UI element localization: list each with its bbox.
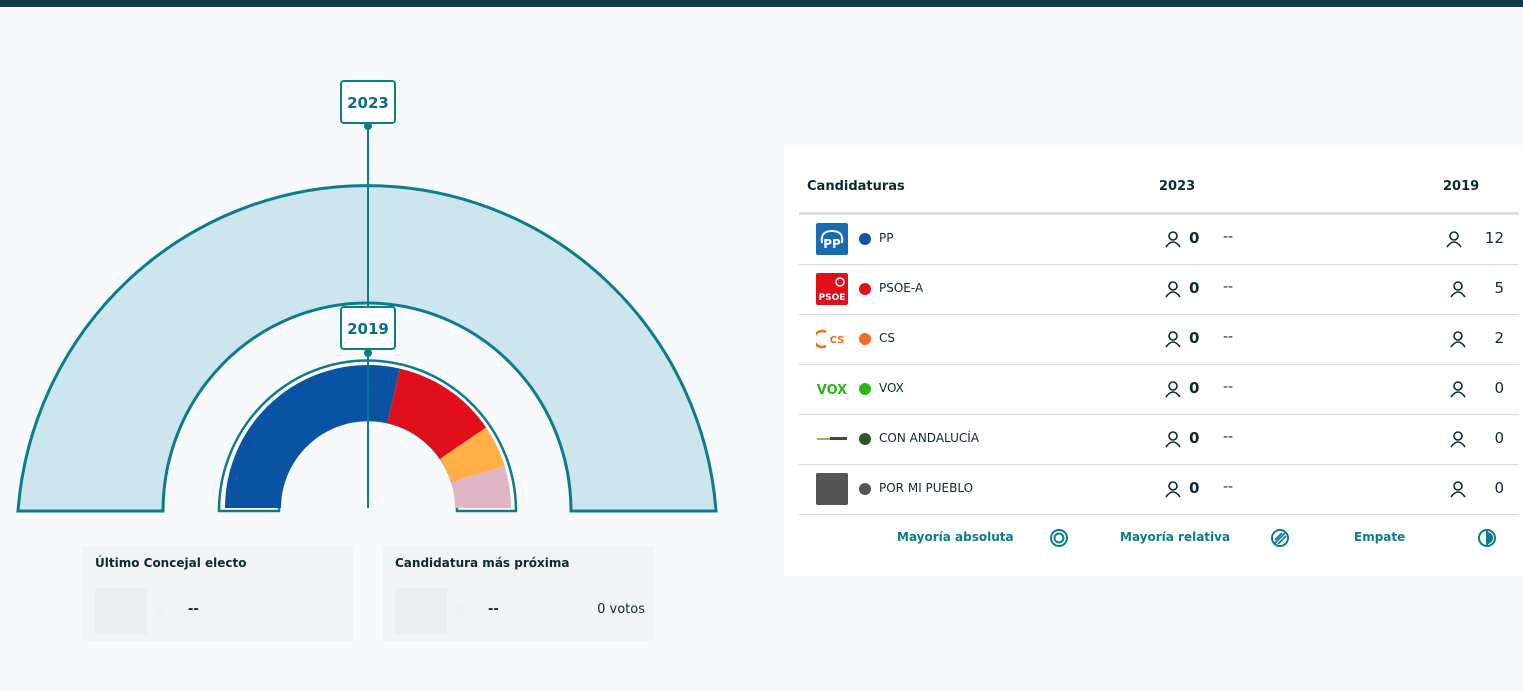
table-row-pp[interactable]: PP PP 0 -- 12 — [799, 214, 1519, 265]
seat-segment-cs[interactable] — [439, 427, 505, 483]
timeline-dot-2019 — [364, 349, 372, 357]
person-icon — [1450, 381, 1466, 398]
legend-relative-majority: Mayoría relativa — [1120, 530, 1231, 544]
person-icon — [1165, 281, 1181, 298]
party-name: POR MI PUEBLO — [879, 481, 974, 495]
seats-2023: 0 — [1189, 229, 1200, 247]
seat-change: -- — [1223, 429, 1234, 445]
header-2019[interactable]: 2019 — [1443, 179, 1480, 194]
nearest-candidacy-dot — [455, 606, 465, 616]
seat-segment-pp[interactable] — [225, 364, 400, 508]
header-divider — [799, 212, 1519, 215]
nearest-candidacy-name: -- — [488, 602, 499, 617]
cs-logo: CS — [816, 329, 845, 349]
party-color-dot — [859, 383, 871, 395]
por-mi-pueblo-logo — [816, 473, 848, 505]
person-icon — [1450, 431, 1466, 448]
party-color-dot — [859, 433, 871, 445]
party-color-dot — [859, 233, 871, 245]
hemicycle-outer-ring — [16, 184, 718, 513]
vox-logo: VOX — [817, 383, 847, 398]
header-candidacies: Candidaturas — [807, 179, 905, 194]
last-councillor-dot — [155, 606, 165, 616]
seats-2023: 0 — [1189, 329, 1200, 347]
table-row-con-andalucia[interactable]: CON ANDALUCÍA 0 -- 0 — [799, 414, 1519, 465]
svg-text:VOX: VOX — [817, 383, 847, 398]
tie-icon — [1478, 529, 1496, 547]
party-name: CS — [879, 331, 895, 345]
seats-2023: 0 — [1189, 429, 1200, 447]
person-icon — [1446, 231, 1462, 248]
person-icon — [1165, 431, 1181, 448]
person-icon — [1165, 331, 1181, 348]
legend-absolute-majority: Mayoría absoluta — [897, 530, 1014, 544]
year-label-2023: 2023 — [347, 94, 389, 112]
seat-change: -- — [1223, 479, 1234, 495]
svg-text:PSOE: PSOE — [819, 293, 846, 303]
party-name: PSOE-A — [879, 281, 924, 295]
person-icon — [1450, 331, 1466, 348]
seats-2023: 0 — [1189, 279, 1200, 297]
last-councillor-logo — [95, 588, 147, 634]
nearest-candidacy-votes: 0 votos — [597, 602, 645, 617]
year-label-2019: 2019 — [347, 320, 389, 338]
table-row-vox[interactable]: VOX VOX 0 -- 0 — [799, 364, 1519, 415]
seats-2023: 0 — [1189, 479, 1200, 497]
party-name: PP — [879, 231, 894, 245]
top-bar — [0, 0, 1523, 7]
person-icon — [1450, 281, 1466, 298]
svg-text:CS: CS — [830, 335, 845, 346]
seats-2019: 5 — [1494, 279, 1504, 297]
seats-2019: 0 — [1494, 479, 1504, 497]
seat-change: -- — [1223, 279, 1234, 295]
seat-segment-psoe-a[interactable] — [387, 368, 487, 459]
person-icon — [1165, 381, 1181, 398]
party-name: VOX — [879, 381, 904, 395]
seats-2023: 0 — [1189, 379, 1200, 397]
nearest-candidacy-card: Candidatura más próxima -- 0 votos — [383, 546, 653, 641]
party-color-dot — [859, 483, 871, 495]
last-councillor-name: -- — [188, 602, 199, 617]
seats-2019: 0 — [1494, 379, 1504, 397]
seats-2019: 2 — [1494, 329, 1504, 347]
svg-text:PP: PP — [823, 237, 841, 251]
nearest-candidacy-title: Candidatura más próxima — [395, 556, 570, 570]
relative-majority-icon — [1271, 529, 1289, 547]
absolute-majority-icon — [1050, 529, 1068, 547]
psoe-logo: PSOE — [816, 273, 848, 305]
table-header: Candidaturas 2023 2019 — [784, 146, 1523, 212]
person-icon — [1165, 231, 1181, 248]
legend-tie: Empate — [1354, 530, 1406, 544]
year-box-2019[interactable] — [340, 306, 396, 350]
last-councillor-card: Último Concejal electo -- — [83, 546, 353, 641]
person-icon — [1450, 481, 1466, 498]
nearest-candidacy-logo — [395, 588, 447, 634]
party-color-dot — [859, 333, 871, 345]
seat-change: -- — [1223, 329, 1234, 345]
party-name: CON ANDALUCÍA — [879, 431, 980, 445]
seat-change: -- — [1223, 379, 1234, 395]
last-councillor-title: Último Concejal electo — [95, 556, 247, 570]
year-box-2023[interactable] — [340, 80, 396, 124]
header-2023[interactable]: 2023 — [1159, 179, 1196, 194]
results-panel: Candidaturas 2023 2019 PP PP 0 -- 12 PSO… — [784, 146, 1523, 576]
con-andalucia-logo — [817, 437, 847, 440]
person-icon — [1165, 481, 1181, 498]
party-color-dot — [859, 283, 871, 295]
seat-change: -- — [1223, 229, 1234, 245]
table-row-por-mi-pueblo[interactable]: POR MI PUEBLO 0 -- 0 — [799, 464, 1519, 515]
pp-logo: PP — [816, 223, 848, 255]
table-row-cs[interactable]: CS CS 0 -- 2 — [799, 314, 1519, 365]
seats-2019-segments — [225, 364, 511, 508]
seat-segment-otros[interactable] — [451, 465, 511, 508]
seats-2019: 12 — [1484, 229, 1504, 247]
hemicycle-chart: 2023 2019 — [16, 80, 718, 513]
seats-2019: 0 — [1494, 429, 1504, 447]
table-row-psoe-a[interactable]: PSOE PSOE-A 0 -- 5 — [799, 264, 1519, 315]
